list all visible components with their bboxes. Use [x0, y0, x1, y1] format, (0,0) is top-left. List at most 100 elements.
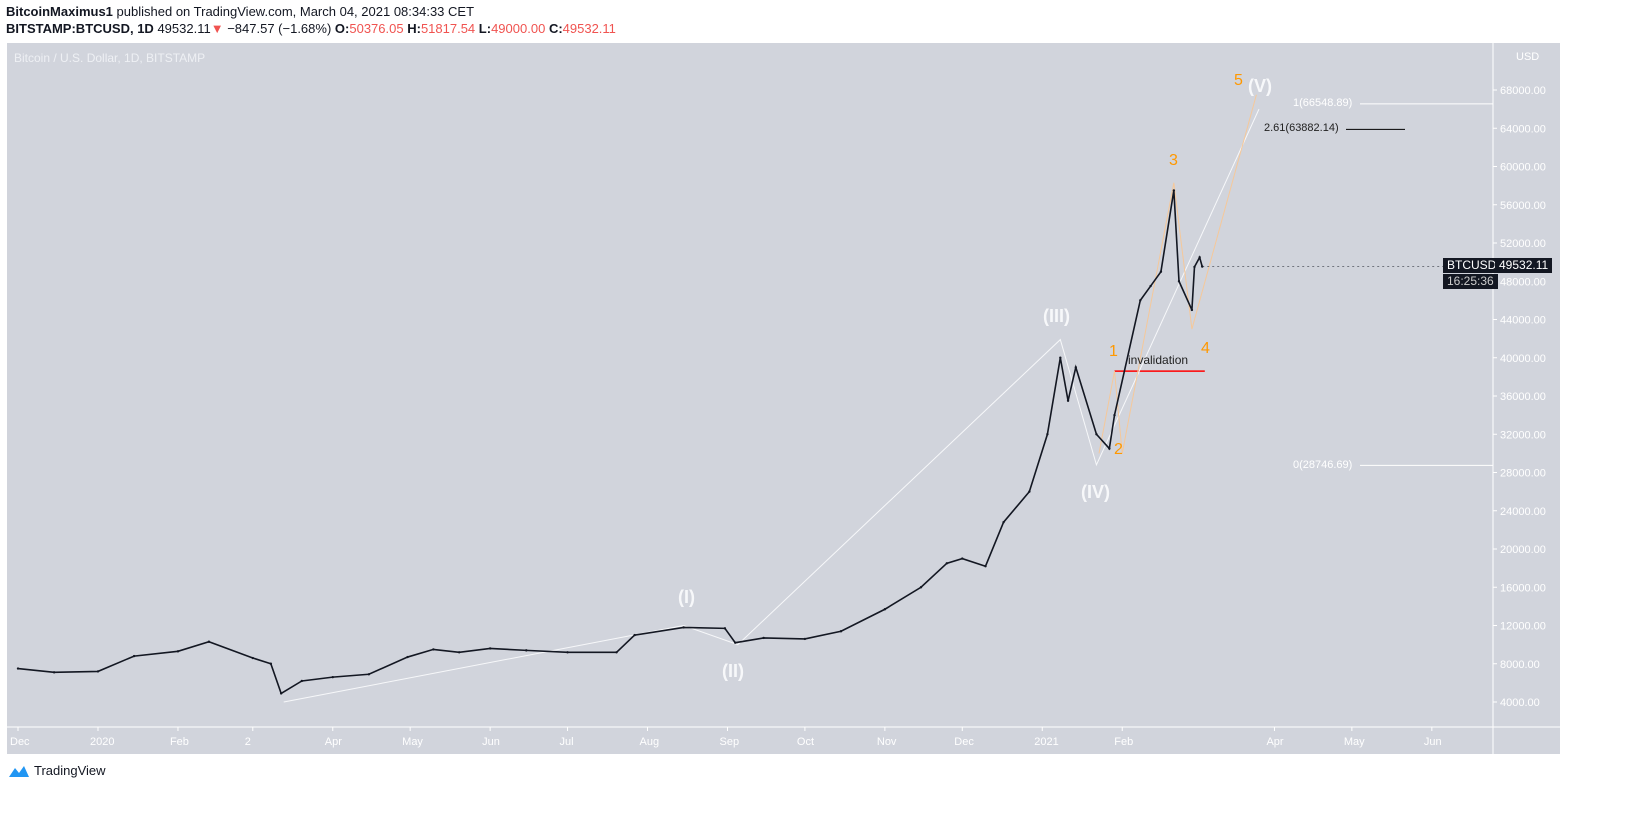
x-tick-label: 2 [245, 736, 251, 748]
wave-label-V: (V) [1248, 76, 1272, 96]
price-point [839, 630, 843, 633]
symbol: BITSTAMP:BTCUSD, 1D [6, 21, 154, 36]
price-point [1177, 280, 1181, 283]
ohlc-line: BITSTAMP:BTCUSD, 1D 49532.11▼ −847.57 (−… [6, 21, 616, 36]
x-tick-label: Aug [640, 736, 660, 748]
x-tick-label: Feb [170, 736, 189, 748]
author[interactable]: BitcoinMaximus1 [6, 4, 113, 19]
fib-2.61-label: 2.61(63882.14) [1264, 122, 1339, 134]
price-point [734, 641, 737, 644]
price-point [984, 565, 987, 568]
price-point [883, 608, 887, 611]
x-tick-label: Feb [1114, 736, 1133, 748]
publish-line: BitcoinMaximus1 published on TradingView… [6, 4, 474, 19]
chart-area[interactable] [7, 43, 1560, 754]
y-tick-label: 60000.00 [1500, 162, 1546, 174]
y-tick-label: 64000.00 [1500, 123, 1546, 135]
price-point [919, 586, 923, 589]
price-point [1193, 265, 1196, 269]
open-label: O: [334, 21, 350, 36]
invalidation-label: invalidation [1128, 353, 1189, 367]
down-arrow-icon: ▼ [210, 21, 224, 36]
x-tick-label: Dec [10, 736, 30, 748]
price-point [961, 557, 964, 560]
price-point [367, 673, 371, 676]
x-tick-label: Nov [877, 736, 897, 748]
high: 51817.54 [420, 21, 476, 36]
y-tick-label: 16000.00 [1500, 582, 1546, 594]
wave-label-IV: (IV) [1081, 482, 1110, 502]
tradingview-logo[interactable]: TradingView [8, 763, 106, 778]
price-point [300, 679, 303, 683]
price-point [1046, 433, 1049, 436]
x-tick-label: Apr [325, 736, 342, 748]
price-point [1066, 399, 1070, 402]
price-point [1059, 356, 1062, 359]
subwave-label-1: 1 [1109, 343, 1118, 360]
price-point [525, 649, 528, 652]
price-point [1190, 308, 1194, 312]
close-label: C: [548, 21, 563, 36]
publish-info: published on TradingView.com, March 04, … [116, 4, 475, 19]
price-point [52, 671, 56, 674]
price-point [1028, 490, 1031, 493]
change: −847.57 (−1.68%) [227, 21, 332, 36]
price-point [1139, 299, 1142, 302]
price-point [1002, 521, 1005, 524]
x-tick-label: Jul [560, 736, 574, 748]
price-point [566, 651, 569, 654]
price-point [1149, 284, 1152, 288]
price-point [633, 633, 636, 637]
price-point [1113, 413, 1116, 417]
price-point [207, 640, 211, 643]
price-point [16, 667, 20, 670]
wave-label-III: (III) [1043, 306, 1070, 326]
price-line [17, 190, 1203, 695]
price-point [1198, 256, 1201, 259]
y-tick-label: 20000.00 [1500, 544, 1546, 556]
countdown-tag: 16:25:36 [1443, 274, 1498, 289]
wave-label-II: (II) [722, 661, 744, 681]
low-label: L: [478, 21, 492, 36]
price-point [1108, 447, 1111, 450]
brand-name: TradingView [34, 763, 106, 778]
x-tick-label: Dec [954, 736, 974, 748]
x-tick-label: Sep [720, 736, 740, 748]
elliott-wave-line [283, 108, 1260, 703]
x-tick-label: 2020 [90, 736, 114, 748]
symbol-tag: BTCUSD [1443, 258, 1501, 273]
y-tick-label: 4000.00 [1500, 697, 1540, 709]
price-point [132, 654, 136, 658]
y-tick-label: 8000.00 [1500, 659, 1540, 671]
price-point [457, 651, 461, 654]
subwave-label-5: 5 [1234, 72, 1243, 89]
fib-0-label: 0(28746.69) [1293, 459, 1353, 471]
chart-title: Bitcoin / U.S. Dollar, 1D, BITSTAMP [14, 51, 206, 65]
x-tick-label: May [402, 736, 423, 748]
price-point [615, 651, 618, 654]
price-tag: 49532.11 [1495, 258, 1553, 273]
subwave-line [1098, 94, 1257, 454]
y-tick-label: 36000.00 [1500, 391, 1546, 403]
y-tick-label: 56000.00 [1500, 200, 1546, 212]
subwave-label-2: 2 [1114, 441, 1123, 458]
price-point [803, 637, 807, 641]
high-label: H: [407, 21, 421, 36]
price-point [1074, 366, 1078, 369]
x-tick-label: May [1344, 736, 1365, 748]
price-point [176, 650, 180, 653]
price-point [1159, 270, 1163, 273]
x-tick-label: Oct [797, 736, 814, 748]
fib-1-label: 1(66548.89) [1293, 97, 1353, 109]
y-tick-label: 68000.00 [1500, 85, 1546, 97]
subwave-label-4: 4 [1201, 340, 1210, 357]
last-price: 49532.11 [157, 21, 211, 36]
price-point [1095, 433, 1098, 436]
y-tick-label: 24000.00 [1500, 506, 1546, 518]
price-point [251, 656, 254, 660]
currency-label: USD [1516, 51, 1540, 63]
y-tick-label: 28000.00 [1500, 468, 1546, 480]
low: 49000.00 [491, 21, 546, 36]
close: 49532.11 [562, 21, 616, 36]
